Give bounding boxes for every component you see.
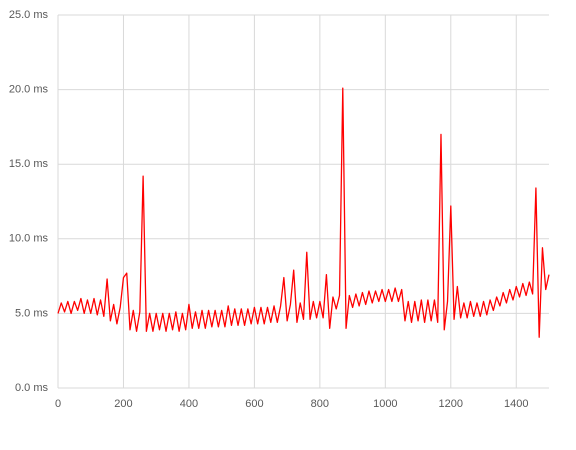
x-tick-label: 600 <box>245 398 263 410</box>
x-tick-label: 800 <box>311 398 329 410</box>
x-tick-label: 1200 <box>439 398 463 410</box>
y-tick-label: 0.0 ms <box>15 382 49 394</box>
y-tick-label: 25.0 ms <box>9 9 49 21</box>
y-tick-label: 15.0 ms <box>9 158 49 170</box>
line-series <box>57 87 550 338</box>
y-tick-label: 10.0 ms <box>9 233 49 245</box>
y-tick-label: 20.0 ms <box>9 84 49 96</box>
x-tick-label: 0 <box>55 398 61 410</box>
y-tick-label: 5.0 ms <box>15 307 49 319</box>
x-tick-label: 200 <box>114 398 132 410</box>
x-tick-label: 400 <box>180 398 198 410</box>
x-tick-label: 1000 <box>373 398 397 410</box>
x-tick-label: 1400 <box>504 398 528 410</box>
